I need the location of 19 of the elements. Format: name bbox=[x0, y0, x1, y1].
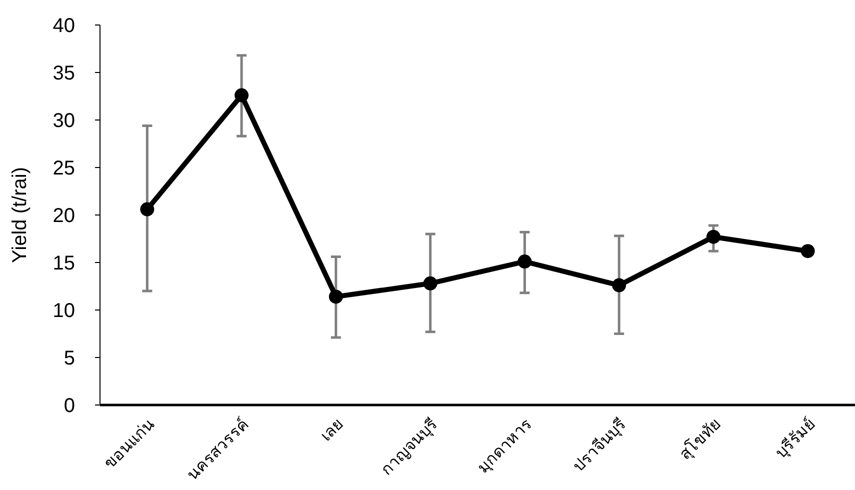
y-tick-label: 5 bbox=[64, 348, 75, 370]
x-tick-label: เลย bbox=[318, 416, 347, 445]
point bbox=[328, 290, 343, 304]
point bbox=[612, 278, 626, 292]
y-tick-label: 25 bbox=[52, 158, 75, 180]
point bbox=[234, 88, 249, 102]
y-tick-label: 40 bbox=[52, 15, 75, 37]
point bbox=[800, 244, 815, 258]
point bbox=[706, 230, 720, 244]
point bbox=[140, 202, 154, 216]
y-tick-label: 20 bbox=[52, 205, 75, 227]
y-axis-title: Yield (t/rai) bbox=[9, 167, 31, 263]
y-tick-label: 30 bbox=[52, 110, 75, 132]
y-tick-label: 10 bbox=[52, 300, 75, 322]
point bbox=[518, 254, 532, 269]
y-tick-label: 35 bbox=[52, 62, 75, 84]
y-tick-label: 15 bbox=[52, 252, 75, 274]
point bbox=[423, 276, 438, 290]
y-tick-label: 0 bbox=[64, 395, 75, 417]
